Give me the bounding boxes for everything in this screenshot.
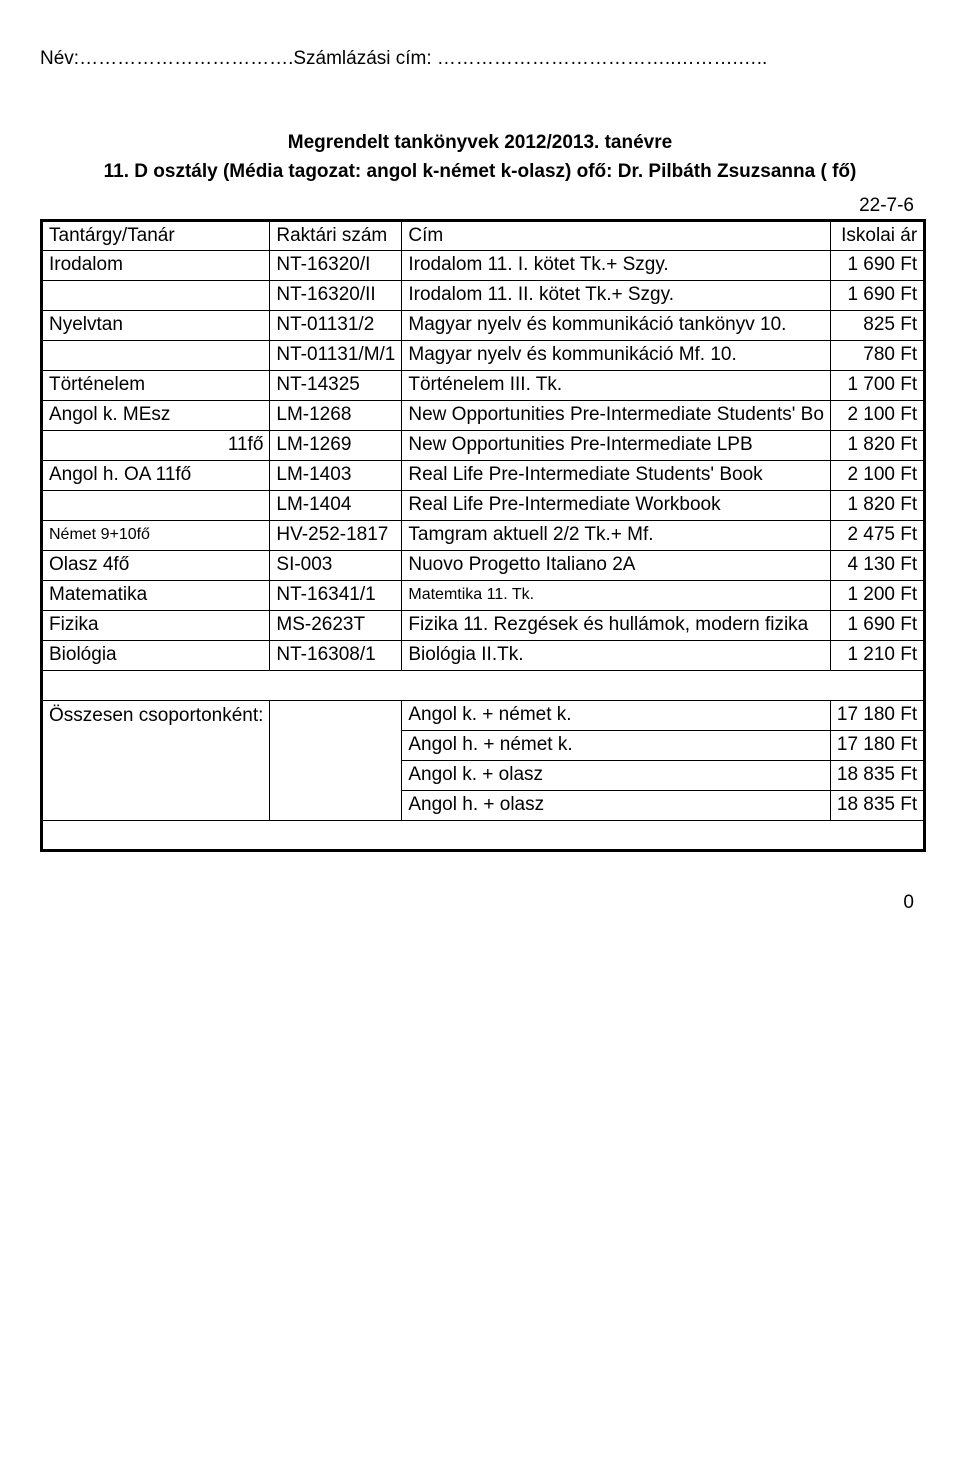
cell: NT-16308/1: [270, 640, 402, 670]
tail-spacer-cell: [42, 820, 925, 850]
form-header-line: Név:…………………………….Számlázási cím: ………………………: [40, 48, 920, 70]
cell: [270, 730, 402, 760]
cell: NT-01131/2: [270, 310, 402, 340]
cell: 1 700 Ft: [830, 370, 924, 400]
cell: Irodalom 11. I. kötet Tk.+ Szgy.: [402, 250, 831, 280]
title-line2: 11. D osztály (Média tagozat: angol k-né…: [40, 157, 920, 186]
title-line1: Megrendelt tankönyvek 2012/2013. tanévre: [40, 128, 920, 157]
cell: Magyar nyelv és kommunikáció tankönyv 10…: [402, 310, 831, 340]
cell: Tantárgy/Tanár: [42, 220, 270, 250]
cell: Összesen csoportonként:: [42, 700, 270, 730]
cell: 1 820 Ft: [830, 490, 924, 520]
cell: Fizika 11. Rezgések és hullámok, modern …: [402, 610, 831, 640]
cell: 2 475 Ft: [830, 520, 924, 550]
cell: NT-16341/1: [270, 580, 402, 610]
cell: 1 820 Ft: [830, 430, 924, 460]
cell: [42, 790, 270, 820]
cell: Angol h. OA 11fő: [42, 460, 270, 490]
cell: LM-1268: [270, 400, 402, 430]
cell: Real Life Pre-Intermediate Workbook: [402, 490, 831, 520]
cell: 1 690 Ft: [830, 250, 924, 280]
cell: New Opportunities Pre-Intermediate LPB: [402, 430, 831, 460]
books-table: Tantárgy/TanárRaktári számCímIskolai árI…: [40, 219, 926, 852]
cell: Angol k. MEsz: [42, 400, 270, 430]
footer-zero: 0: [40, 892, 920, 914]
cell: [42, 760, 270, 790]
cell: Tamgram aktuell 2/2 Tk.+ Mf.: [402, 520, 831, 550]
cell: [270, 760, 402, 790]
cell: Német 9+10fő: [42, 520, 270, 550]
cell: 18 835 Ft: [830, 790, 924, 820]
cell: LM-1403: [270, 460, 402, 490]
spacer-cell: [42, 670, 925, 700]
cell: [270, 700, 402, 730]
cell: Olasz 4fő: [42, 550, 270, 580]
cell: 780 Ft: [830, 340, 924, 370]
cell: 1 200 Ft: [830, 580, 924, 610]
cell: 1 210 Ft: [830, 640, 924, 670]
cell: LM-1404: [270, 490, 402, 520]
cell: Irodalom: [42, 250, 270, 280]
cell: Magyar nyelv és kommunikáció Mf. 10.: [402, 340, 831, 370]
cell: NT-01131/M/1: [270, 340, 402, 370]
cell: [42, 280, 270, 310]
cell: 1 690 Ft: [830, 610, 924, 640]
cell: 2 100 Ft: [830, 460, 924, 490]
cell: Real Life Pre-Intermediate Students' Boo…: [402, 460, 831, 490]
cell: Fizika: [42, 610, 270, 640]
cell: 18 835 Ft: [830, 760, 924, 790]
document-code: 22-7-6: [40, 195, 920, 217]
cell: Raktári szám: [270, 220, 402, 250]
cell: 2 100 Ft: [830, 400, 924, 430]
cell: MS-2623T: [270, 610, 402, 640]
cell: HV-252-1817: [270, 520, 402, 550]
cell: Matematika: [42, 580, 270, 610]
cell: Iskolai ár: [830, 220, 924, 250]
cell: Angol k. + olasz: [402, 760, 831, 790]
cell: [42, 340, 270, 370]
cell: NT-16320/I: [270, 250, 402, 280]
cell: 4 130 Ft: [830, 550, 924, 580]
cell: [42, 730, 270, 760]
cell: NT-14325: [270, 370, 402, 400]
cell: Nuovo Progetto Italiano 2A: [402, 550, 831, 580]
cell: Biológia: [42, 640, 270, 670]
cell: 1 690 Ft: [830, 280, 924, 310]
title-block: Megrendelt tankönyvek 2012/2013. tanévre…: [40, 128, 920, 187]
cell: Történelem: [42, 370, 270, 400]
cell: 825 Ft: [830, 310, 924, 340]
cell: 17 180 Ft: [830, 730, 924, 760]
cell: Angol h. + német k.: [402, 730, 831, 760]
cell: Történelem III. Tk.: [402, 370, 831, 400]
cell: LM-1269: [270, 430, 402, 460]
cell: NT-16320/II: [270, 280, 402, 310]
cell: Nyelvtan: [42, 310, 270, 340]
cell: [270, 790, 402, 820]
cell: SI-003: [270, 550, 402, 580]
cell: [42, 490, 270, 520]
cell: Angol h. + olasz: [402, 790, 831, 820]
cell: Biológia II.Tk.: [402, 640, 831, 670]
cell: Angol k. + német k.: [402, 700, 831, 730]
cell: Cím: [402, 220, 831, 250]
cell: New Opportunities Pre-Intermediate Stude…: [402, 400, 831, 430]
cell: Irodalom 11. II. kötet Tk.+ Szgy.: [402, 280, 831, 310]
cell: Matemtika 11. Tk.: [402, 580, 831, 610]
cell: 17 180 Ft: [830, 700, 924, 730]
cell: 11fő: [42, 430, 270, 460]
